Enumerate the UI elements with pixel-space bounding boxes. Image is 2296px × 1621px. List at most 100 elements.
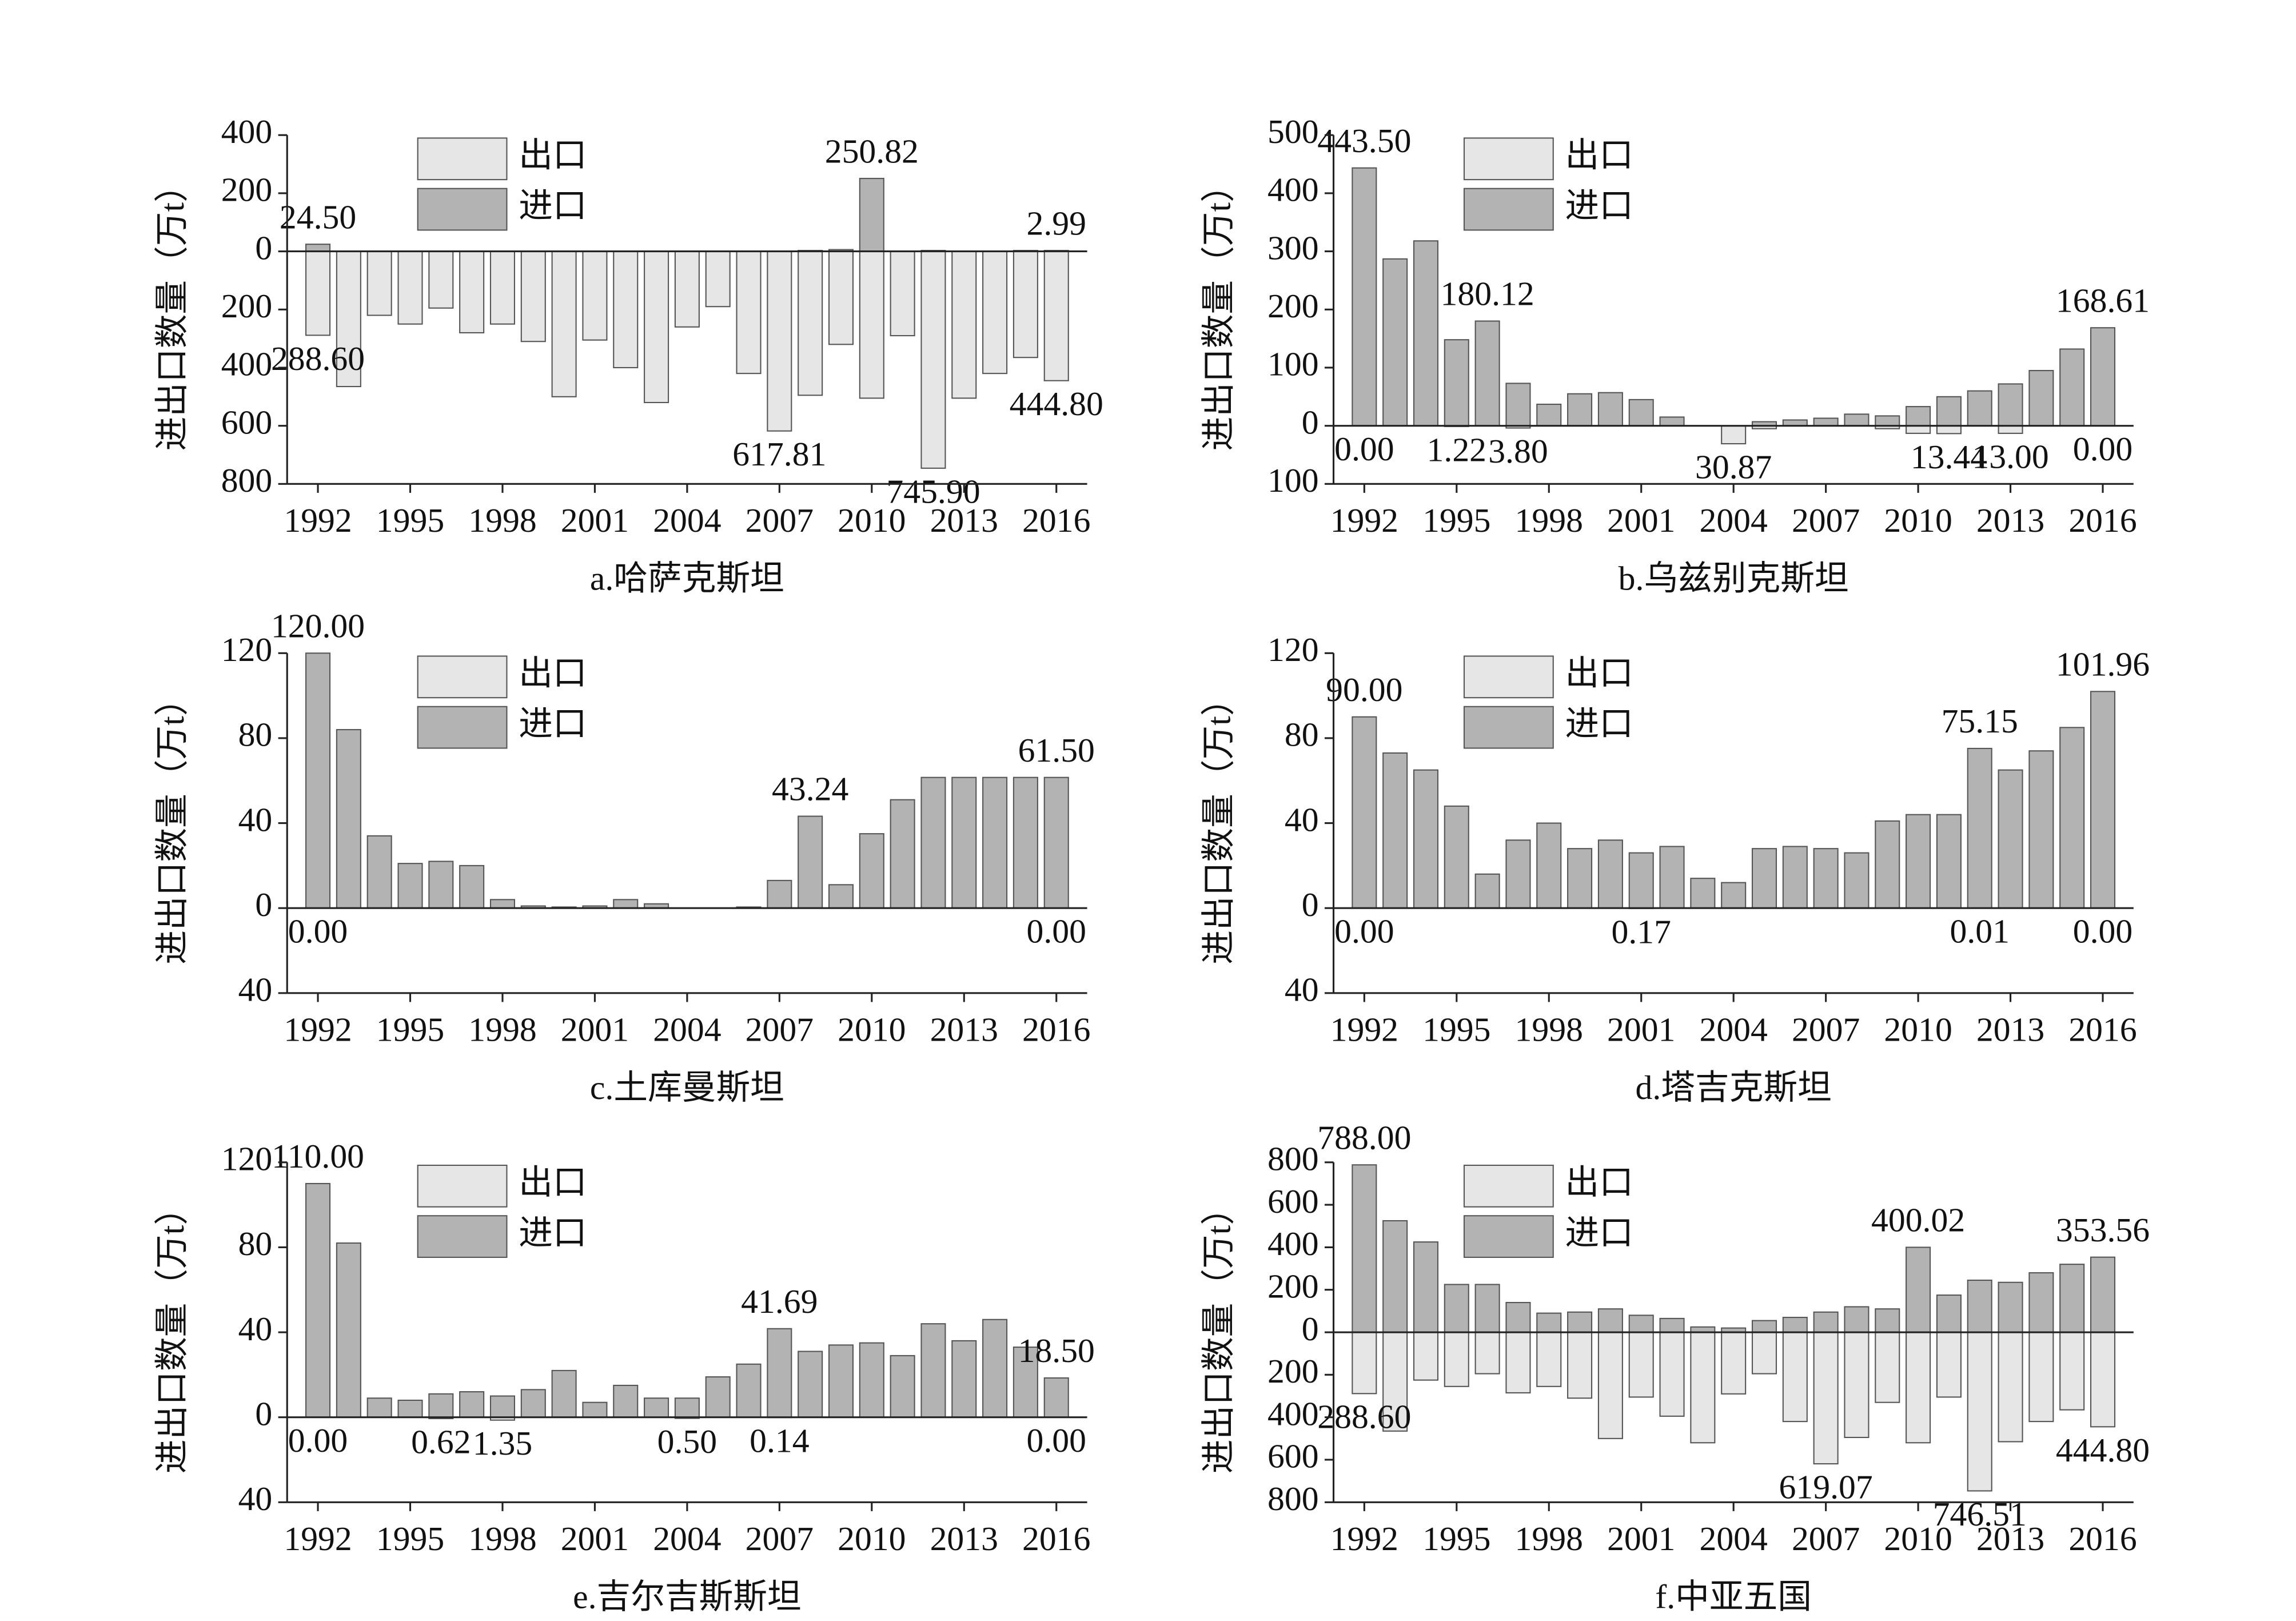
- bar: [1013, 1347, 1038, 1418]
- legend-label: 进口: [519, 705, 587, 743]
- bar: [1936, 425, 1962, 435]
- bar: [1013, 776, 1038, 909]
- value-label: 444.80: [1010, 385, 1103, 423]
- y-tick-label: 40: [1285, 800, 1319, 838]
- legend-label: 进口: [1565, 1214, 1633, 1252]
- bar: [1813, 1311, 1839, 1333]
- value-label: 619.07: [1779, 1468, 1873, 1506]
- bar: [2090, 1332, 2116, 1428]
- legend-label: 出口: [519, 1164, 587, 1201]
- bar: [1628, 1332, 1654, 1398]
- bar: [2059, 1332, 2085, 1411]
- x-tick-label: 2004: [653, 501, 721, 539]
- y-tick-label: 120: [1267, 631, 1319, 668]
- bar: [644, 250, 669, 404]
- x-tick-label: 2016: [2068, 1011, 2136, 1049]
- y-tick-label: 40: [238, 971, 273, 1009]
- x-tick-label: 1995: [1422, 1520, 1490, 1558]
- legend-swatch: [417, 1164, 508, 1208]
- bar: [1505, 839, 1531, 909]
- bar: [1536, 822, 1562, 909]
- x-tick-label: 2013: [930, 501, 998, 539]
- bar: [1474, 1284, 1500, 1333]
- y-tick-label: 0: [1302, 1310, 1319, 1348]
- bar: [1844, 852, 1870, 909]
- bar: [1352, 716, 1377, 909]
- value-label: 0.00: [288, 1421, 348, 1459]
- y-axis-label: 进出口数量（万t）: [1200, 1191, 1238, 1473]
- bar: [1567, 1332, 1593, 1399]
- y-tick-label: 100: [1267, 461, 1319, 499]
- bar: [1690, 1332, 1716, 1444]
- y-tick-label: 400: [221, 113, 273, 150]
- legend-label: 出口: [1565, 1164, 1633, 1201]
- bar: [1413, 769, 1439, 909]
- chart-title: c.土库曼斯坦: [590, 1069, 784, 1106]
- bar: [920, 1323, 946, 1418]
- bar: [1413, 1241, 1439, 1333]
- bar: [2028, 750, 2054, 909]
- bar: [1906, 425, 1931, 434]
- bar: [1967, 747, 1992, 909]
- bar: [828, 884, 854, 909]
- bar: [1659, 1332, 1685, 1417]
- bar: [1751, 848, 1777, 909]
- value-label: 0.14: [750, 1422, 809, 1460]
- y-tick-label: 400: [1267, 1225, 1319, 1262]
- bar: [1782, 1316, 1808, 1333]
- bar: [1906, 1246, 1931, 1333]
- bar: [1474, 320, 1500, 427]
- value-label: 1.35: [473, 1424, 532, 1462]
- bar: [644, 1397, 669, 1418]
- bar: [1474, 1332, 1500, 1375]
- x-tick-label: 2013: [930, 1011, 998, 1049]
- bar: [613, 1384, 639, 1418]
- bar: [397, 1399, 423, 1418]
- bar: [2090, 327, 2116, 427]
- value-label: 0.00: [1334, 430, 1394, 468]
- value-label: 444.80: [2056, 1431, 2150, 1469]
- bar: [1413, 240, 1439, 427]
- x-tick-label: 2007: [746, 1520, 814, 1558]
- value-label: 353.56: [2056, 1211, 2150, 1249]
- bar: [1844, 413, 1870, 427]
- bar: [1597, 392, 1623, 427]
- bar: [1967, 1279, 1992, 1333]
- chart-title: d.塔吉克斯坦: [1636, 1069, 1832, 1106]
- value-label: 13.00: [1972, 437, 2048, 475]
- bar: [1721, 425, 1747, 445]
- bar: [1906, 406, 1931, 427]
- bar: [1998, 383, 2023, 427]
- bar: [1536, 404, 1562, 427]
- bar: [489, 899, 516, 909]
- bar: [1597, 1308, 1623, 1333]
- bar: [1813, 848, 1839, 909]
- legend-swatch: [1463, 655, 1554, 699]
- bar: [1967, 390, 1992, 427]
- bar: [859, 1342, 884, 1418]
- bar: [520, 250, 546, 342]
- legend-swatch: [417, 655, 508, 699]
- bar: [489, 250, 516, 325]
- y-axis-label: 进出口数量（万t）: [1200, 168, 1238, 451]
- bar: [459, 1391, 485, 1418]
- bar: [1505, 383, 1531, 427]
- y-tick-label: 40: [238, 1310, 273, 1348]
- bar: [1352, 1332, 1377, 1395]
- x-tick-label: 2007: [1792, 1011, 1860, 1049]
- value-label: 2.99: [1026, 204, 1086, 242]
- bar: [366, 835, 392, 909]
- bar: [767, 879, 792, 909]
- y-tick-label: 400: [1267, 1395, 1319, 1432]
- bar: [1936, 1332, 1962, 1398]
- value-label: 0.17: [1611, 913, 1671, 950]
- bar: [1998, 425, 2023, 434]
- bar: [582, 1401, 608, 1418]
- x-tick-label: 2013: [1976, 1011, 2044, 1049]
- bar: [1382, 752, 1408, 909]
- y-tick-label: 600: [1267, 1182, 1319, 1220]
- bar: [1505, 1332, 1531, 1393]
- x-tick-label: 2001: [561, 1520, 629, 1558]
- bar: [1352, 1164, 1377, 1333]
- y-tick-label: 80: [1285, 716, 1319, 754]
